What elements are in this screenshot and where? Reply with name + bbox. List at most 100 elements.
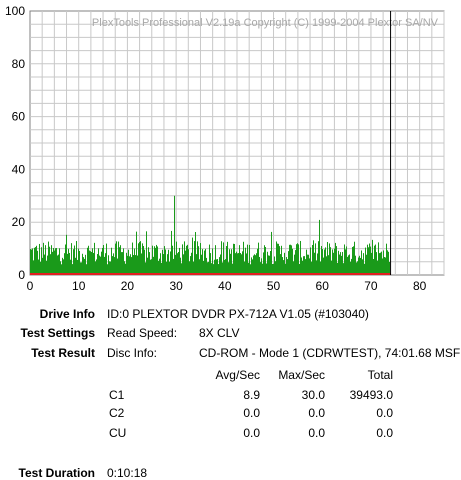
c1-bar <box>237 253 238 275</box>
c1-bar <box>154 246 155 275</box>
x-tick-label: 10 <box>72 279 86 293</box>
x-axis-ticks: 0 10 20 30 40 50 60 70 80 <box>27 279 427 293</box>
c1-bar <box>375 244 376 275</box>
c1-bar <box>297 243 298 275</box>
c1-bar <box>355 255 356 275</box>
c1-bar <box>105 253 106 275</box>
c1-bar <box>103 245 104 275</box>
c1-bar <box>131 257 132 275</box>
read-speed-key: Read Speed: <box>107 326 178 340</box>
c1-bar <box>74 245 75 275</box>
c1-bar <box>348 255 349 275</box>
c1-bar <box>341 255 342 275</box>
c1-bar <box>186 245 187 275</box>
c1-bar <box>207 262 208 275</box>
c1-bar <box>147 257 148 275</box>
c1-bar <box>177 253 178 275</box>
c1-bar <box>169 261 170 275</box>
row-cu-avg: 0.0 <box>243 426 260 440</box>
c1-bar <box>123 248 124 275</box>
c1-bar <box>127 255 128 275</box>
c1-bar <box>329 243 330 275</box>
c1-bar <box>124 261 125 275</box>
c1-bar <box>198 246 199 275</box>
c1-bar <box>298 244 299 275</box>
c1-bar <box>374 245 375 275</box>
c1-bar <box>175 254 176 275</box>
c1-bar <box>226 246 227 275</box>
chart-watermark: PlexTools Professional V2.19a Copyright … <box>92 17 439 29</box>
c1-bar <box>382 258 383 275</box>
c1-bar <box>148 247 149 275</box>
c1-bar <box>91 252 92 275</box>
c1-bar <box>97 254 98 275</box>
c1-bar <box>229 249 230 275</box>
c1-bar <box>359 255 360 275</box>
y-tick-label: 0 <box>18 268 25 282</box>
c1-bar <box>170 251 171 275</box>
c1-bar <box>93 252 94 275</box>
c1-bar <box>113 253 114 275</box>
c1-bar <box>162 249 163 275</box>
c1-bar <box>238 253 239 275</box>
c1-bar <box>37 250 38 275</box>
c1-bar <box>381 251 382 275</box>
c1-bar <box>88 245 89 275</box>
c1-bar <box>326 256 327 275</box>
row-c2-total: 0.0 <box>376 406 393 420</box>
c1-bar <box>244 261 245 275</box>
c1-bar <box>129 256 130 275</box>
c1-bar <box>143 246 144 275</box>
row-c1-avg: 8.9 <box>243 388 260 402</box>
c1-bar <box>275 261 276 275</box>
c1-bar <box>312 244 313 275</box>
row-c2-name: C2 <box>109 406 125 420</box>
c1-bar <box>171 230 172 275</box>
c1-bar <box>51 245 52 275</box>
c1-bar <box>286 257 287 275</box>
c1-bar <box>209 244 210 275</box>
c1-bar <box>383 250 384 275</box>
c1-bar <box>192 237 193 275</box>
c1-bar <box>42 257 43 275</box>
c1-bar <box>156 244 157 275</box>
c1-bar <box>389 262 390 275</box>
c1-bar <box>34 247 35 275</box>
c1-bar <box>108 255 109 275</box>
c1-bar <box>285 263 286 275</box>
c1-bar <box>222 262 223 275</box>
c1-bar <box>257 248 258 275</box>
c1-bar <box>82 253 83 275</box>
c1-bar <box>219 257 220 275</box>
c1-bar <box>106 243 107 275</box>
header-total: Total <box>367 368 393 382</box>
c1-bar <box>356 262 357 275</box>
c1-bar <box>206 257 207 275</box>
c1-bar <box>330 247 331 275</box>
c1-bar <box>292 248 293 275</box>
c1-bar <box>135 255 136 275</box>
c1-bar <box>221 241 222 275</box>
c1-bar <box>233 243 234 275</box>
row-c1-name: C1 <box>109 388 125 402</box>
c1-bar <box>220 254 221 275</box>
c1-bar <box>336 246 337 275</box>
c1-bar <box>134 248 135 275</box>
c1-bar <box>254 254 255 275</box>
c1-bar <box>61 264 62 275</box>
c1-bar <box>230 253 231 275</box>
c1-bar <box>309 258 310 275</box>
c1-bar <box>354 241 355 275</box>
c1-bar <box>176 241 177 275</box>
c1-bar <box>269 255 270 275</box>
c1-bar <box>387 250 388 275</box>
c1-bar <box>141 253 142 275</box>
c1-bar <box>199 259 200 275</box>
c1-bar <box>174 195 175 275</box>
c1-bar <box>225 259 226 275</box>
c1-bar <box>56 247 57 275</box>
c1-bar <box>41 247 42 275</box>
c1-bar <box>179 247 180 275</box>
c1-bar <box>63 259 64 275</box>
c1-bar <box>166 261 167 275</box>
